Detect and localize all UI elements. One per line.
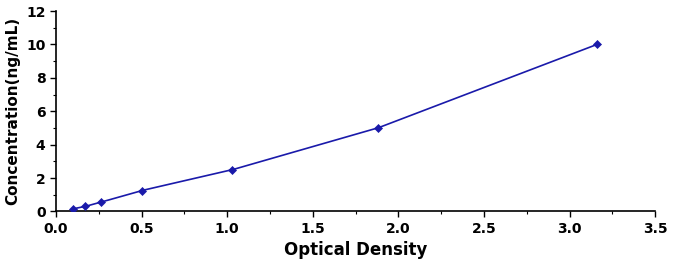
Y-axis label: Concentration(ng/mL): Concentration(ng/mL) (5, 17, 21, 205)
X-axis label: Optical Density: Optical Density (284, 241, 427, 259)
